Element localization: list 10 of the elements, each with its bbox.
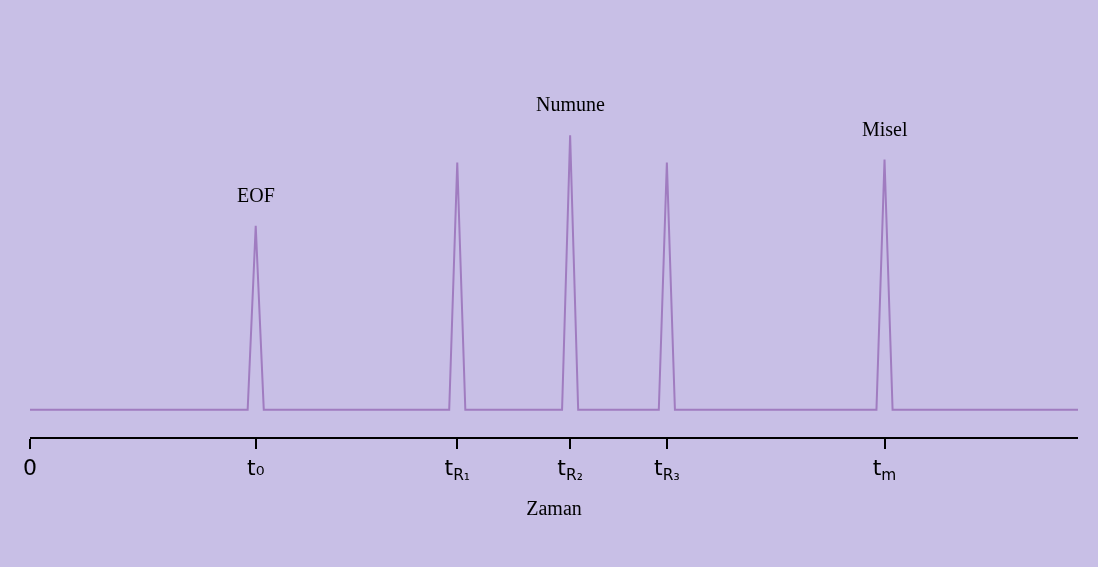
annotation: Numune xyxy=(536,93,605,115)
x-tick-label: t$_{m}$ xyxy=(872,455,897,485)
annotation: Misel xyxy=(862,118,908,140)
x-axis-title: Zaman xyxy=(526,497,582,520)
x-tick-label: 0 xyxy=(23,455,37,481)
x-tick-label: t₀ xyxy=(246,455,265,481)
annotation: EOF xyxy=(237,184,275,206)
x-tick-label: t$_{R₂}$ xyxy=(557,455,583,485)
x-tick-label: t$_{R₃}$ xyxy=(654,455,680,485)
x-tick-label: t$_{R₁}$ xyxy=(444,455,471,485)
